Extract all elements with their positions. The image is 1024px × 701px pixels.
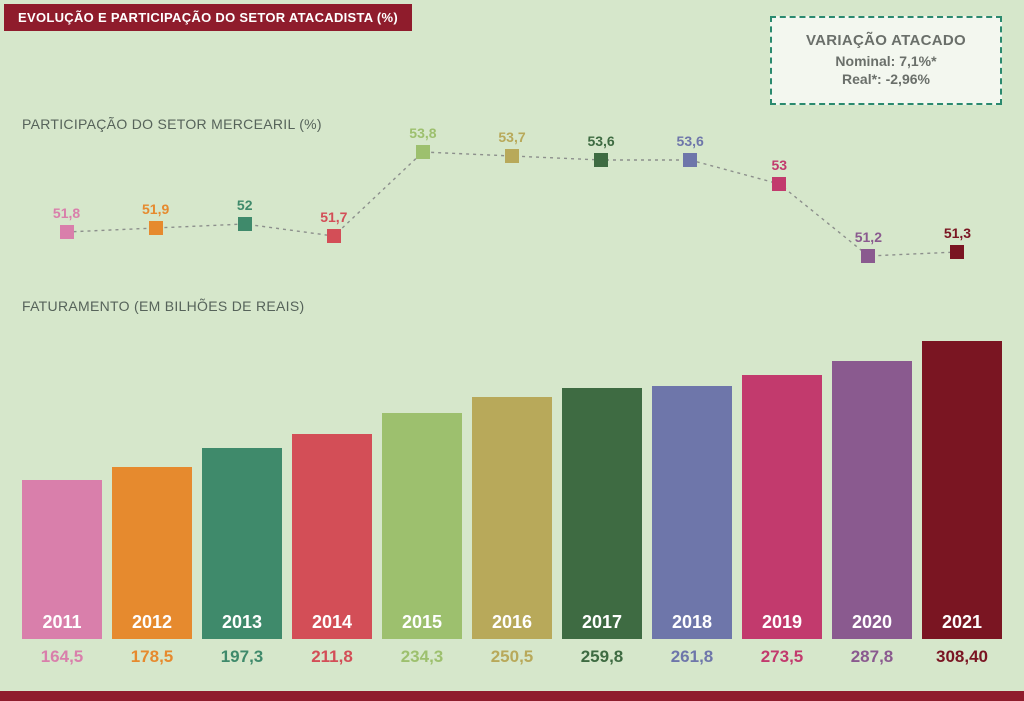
participation-point: 53,8	[416, 145, 430, 159]
participation-value-label: 53,6	[677, 133, 704, 149]
bar-year-label: 2019	[742, 612, 822, 633]
bar-slot: 2020287,8	[832, 330, 912, 639]
revenue-bar: 2017	[562, 388, 642, 639]
chart-canvas: EVOLUÇÃO E PARTICIPAÇÃO DO SETOR ATACADI…	[0, 0, 1024, 701]
bar-slot: 2015234,3	[382, 330, 462, 639]
bar-slot: 2013197,3	[202, 330, 282, 639]
participation-point: 51,7	[327, 229, 341, 243]
participation-value-label: 51,9	[142, 201, 169, 217]
participation-point: 53,6	[594, 153, 608, 167]
revenue-bar: 2011	[22, 480, 102, 639]
participation-point: 51,2	[861, 249, 875, 263]
bar-value-label: 250,5	[472, 647, 552, 667]
square-marker-icon	[416, 145, 430, 159]
participation-value-label: 51,2	[855, 229, 882, 245]
bar-value-label: 211,8	[292, 647, 372, 667]
revenue-bar: 2015	[382, 413, 462, 639]
participation-point: 51,9	[149, 221, 163, 235]
participation-point: 51,8	[60, 225, 74, 239]
square-marker-icon	[772, 177, 786, 191]
bar-value-label: 259,8	[562, 647, 642, 667]
bar-value-label: 164,5	[22, 647, 102, 667]
revenue-bar: 2021	[922, 341, 1002, 639]
chart-title-text: EVOLUÇÃO E PARTICIPAÇÃO DO SETOR ATACADI…	[18, 10, 398, 25]
revenue-bar: 2012	[112, 467, 192, 639]
square-marker-icon	[950, 245, 964, 259]
bar-year-label: 2011	[22, 612, 102, 633]
info-box-title: VARIAÇÃO ATACADO	[784, 32, 988, 49]
footer-strip	[0, 691, 1024, 701]
bar-value-label: 261,8	[652, 647, 732, 667]
bar-value-label: 273,5	[742, 647, 822, 667]
participation-section-label: PARTICIPAÇÃO DO SETOR MERCEARIL (%)	[22, 116, 322, 132]
bar-slot: 2019273,5	[742, 330, 822, 639]
participation-value-label: 52	[237, 197, 253, 213]
bar-value-label: 287,8	[832, 647, 912, 667]
square-marker-icon	[594, 153, 608, 167]
bar-year-label: 2018	[652, 612, 732, 633]
participation-point: 53,7	[505, 149, 519, 163]
participation-value-label: 51,8	[53, 205, 80, 221]
revenue-bar-chart: 2011164,52012178,52013197,32014211,82015…	[22, 330, 1002, 639]
bar-value-label: 308,40	[922, 647, 1002, 667]
participation-value-label: 53,7	[498, 129, 525, 145]
variation-info-box: VARIAÇÃO ATACADO Nominal: 7,1%* Real*: -…	[770, 16, 1002, 105]
bar-year-label: 2017	[562, 612, 642, 633]
chart-title-banner: EVOLUÇÃO E PARTICIPAÇÃO DO SETOR ATACADI…	[4, 4, 412, 31]
revenue-bar: 2014	[292, 434, 372, 639]
participation-value-label: 53,8	[409, 125, 436, 141]
bar-slot: 2017259,8	[562, 330, 642, 639]
participation-point: 53,6	[683, 153, 697, 167]
info-box-real: Real*: -2,96%	[784, 71, 988, 87]
bar-year-label: 2020	[832, 612, 912, 633]
revenue-bar: 2020	[832, 361, 912, 639]
bar-year-label: 2014	[292, 612, 372, 633]
bar-slot: 2012178,5	[112, 330, 192, 639]
square-marker-icon	[505, 149, 519, 163]
revenue-section-label: FATURAMENTO (EM BILHÕES DE REAIS)	[22, 298, 304, 314]
bar-value-label: 197,3	[202, 647, 282, 667]
revenue-bar: 2013	[202, 448, 282, 639]
square-marker-icon	[327, 229, 341, 243]
square-marker-icon	[683, 153, 697, 167]
revenue-bar: 2018	[652, 386, 732, 639]
bar-slot: 2016250,5	[472, 330, 552, 639]
bar-year-label: 2013	[202, 612, 282, 633]
participation-point: 51,3	[950, 245, 964, 259]
participation-chart: 51,8 51,9 52 51,7 53,8 53,7 53,6 53,6 53 51,2 51,3	[22, 144, 1002, 264]
participation-point: 53	[772, 177, 786, 191]
participation-value-label: 53,6	[587, 133, 614, 149]
bar-value-label: 178,5	[112, 647, 192, 667]
info-box-nominal: Nominal: 7,1%*	[784, 53, 988, 69]
bar-year-label: 2016	[472, 612, 552, 633]
bar-year-label: 2015	[382, 612, 462, 633]
revenue-bar: 2019	[742, 375, 822, 639]
bar-year-label: 2021	[922, 612, 1002, 633]
participation-value-label: 53	[771, 157, 787, 173]
participation-value-label: 51,7	[320, 209, 347, 225]
bar-value-label: 234,3	[382, 647, 462, 667]
bar-slot: 2011164,5	[22, 330, 102, 639]
participation-value-label: 51,3	[944, 225, 971, 241]
bar-slot: 2018261,8	[652, 330, 732, 639]
square-marker-icon	[60, 225, 74, 239]
square-marker-icon	[861, 249, 875, 263]
bar-year-label: 2012	[112, 612, 192, 633]
square-marker-icon	[149, 221, 163, 235]
bar-slot: 2021308,40	[922, 330, 1002, 639]
bar-slot: 2014211,8	[292, 330, 372, 639]
square-marker-icon	[238, 217, 252, 231]
revenue-bar: 2016	[472, 397, 552, 639]
participation-point: 52	[238, 217, 252, 231]
